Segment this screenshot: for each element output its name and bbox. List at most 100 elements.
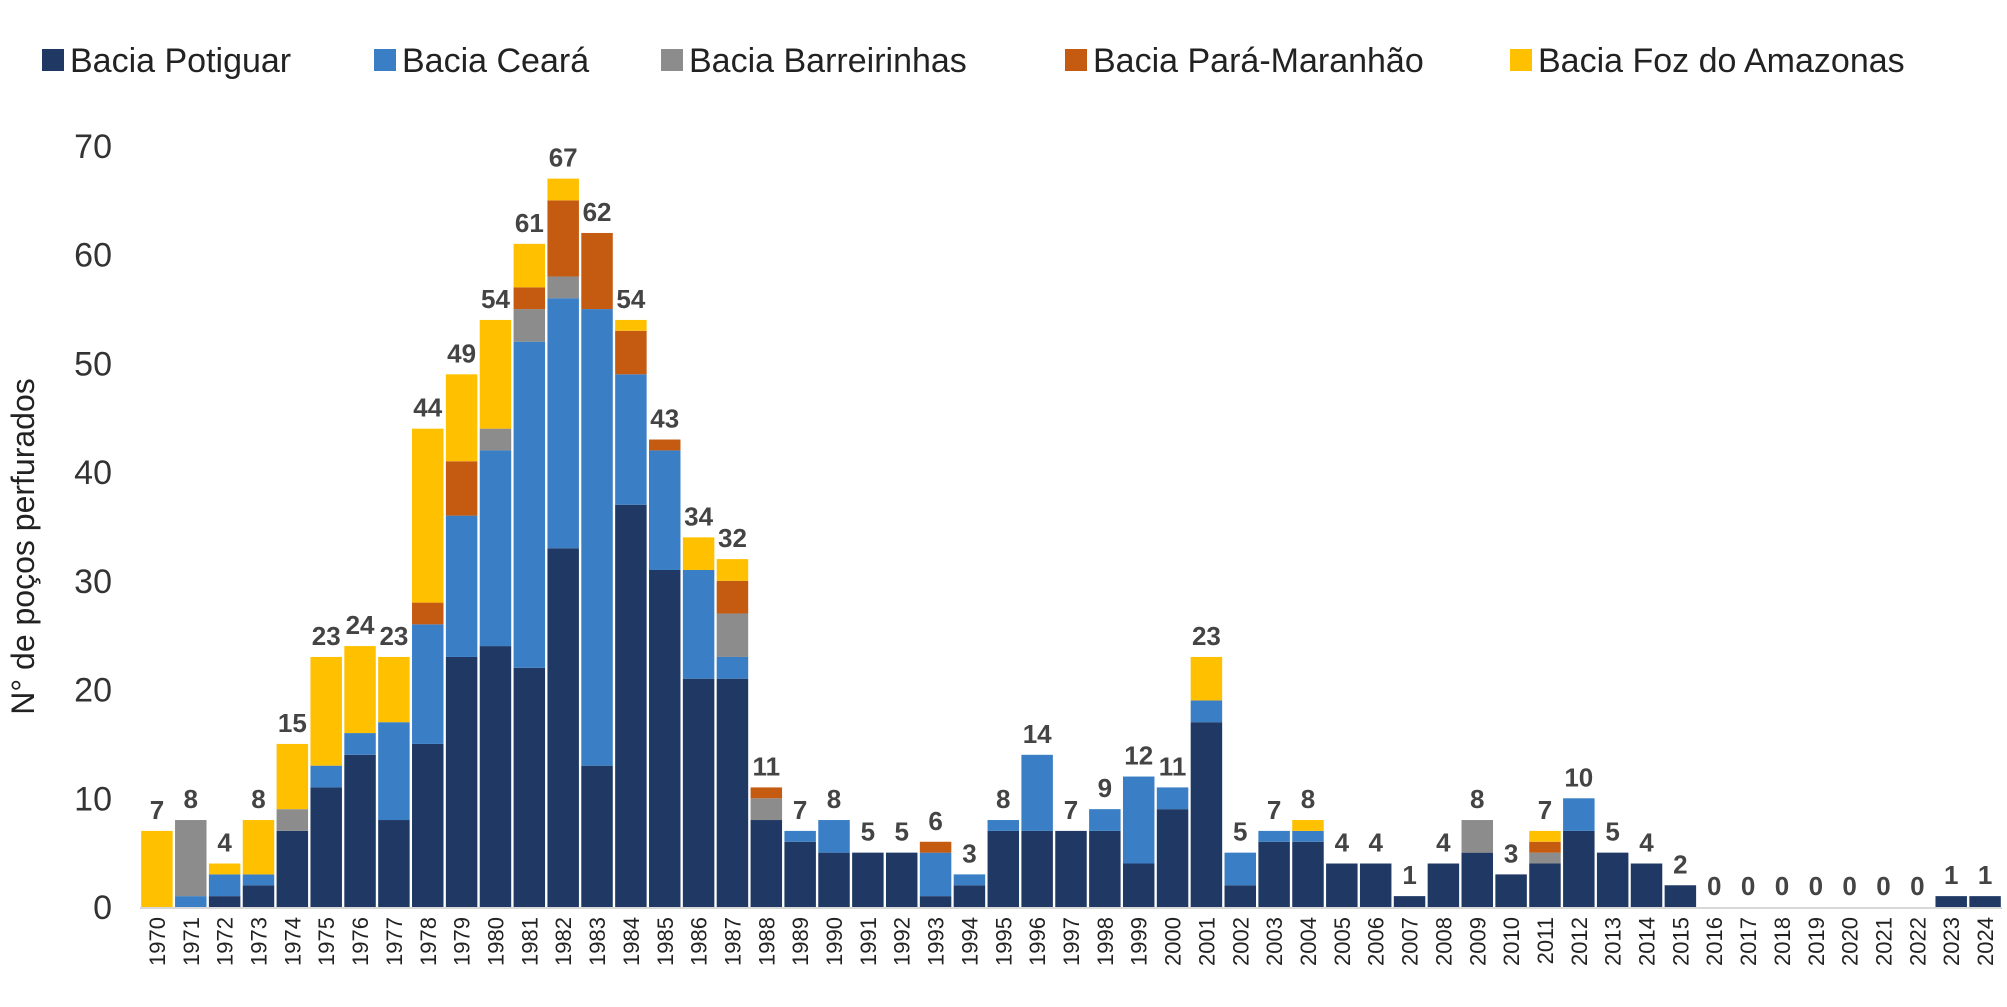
x-tick-label-2007: 2007	[1398, 917, 1423, 966]
total-label-2004: 8	[1301, 784, 1315, 814]
bar-segment-bacia-ceara-1985	[649, 450, 681, 570]
legend-label: Bacia Pará-Maranhão	[1093, 42, 1424, 80]
total-label-2011: 7	[1538, 795, 1552, 825]
bar-segment-bacia-ceara-2012	[1563, 798, 1595, 831]
bar-segment-bacia-para-maranhao-1981	[513, 287, 546, 310]
total-label-1986: 34	[684, 501, 713, 531]
bar-segment-bacia-potiguar-2001	[1190, 722, 1223, 907]
bar-segment-bacia-potiguar-1989	[784, 841, 816, 907]
bar-stack-2007	[1393, 896, 1426, 907]
bar-segment-bacia-potiguar-2002	[1224, 885, 1257, 907]
bar-segment-bacia-potiguar-2007	[1393, 896, 1426, 907]
x-axis-tick-labels: 1970 1971 1972 1973 1974 1975 1976 1977 1978 1979…	[145, 917, 1998, 966]
total-label-1971: 8	[184, 784, 198, 814]
total-label-2015: 2	[1673, 849, 1687, 879]
bar-segment-bacia-ceara-1986	[682, 569, 715, 679]
bar-segment-bacia-barreirinhas-1981	[513, 309, 546, 342]
total-label-1996: 14	[1023, 719, 1052, 749]
bar-segment-bacia-ceara-2003	[1258, 830, 1290, 842]
legend-label: Bacia Ceará	[402, 42, 589, 80]
total-label-1977: 23	[379, 621, 408, 651]
bar-segment-bacia-para-maranhao-1985	[649, 439, 681, 451]
bar-segment-bacia-foz-do-amazonas-1980	[479, 319, 512, 429]
x-tick-label-2002: 2002	[1228, 917, 1253, 966]
bar-stack-1992	[885, 852, 918, 907]
bar-segment-bacia-foz-do-amazonas-1987	[716, 559, 749, 581]
total-label-1978: 44	[413, 393, 442, 423]
bar-stack-2006	[1359, 863, 1392, 907]
bar-segment-bacia-foz-do-amazonas-1975	[310, 656, 342, 766]
bar-segment-bacia-potiguar-1985	[649, 569, 681, 907]
bar-segment-bacia-ceara-2001	[1190, 700, 1223, 723]
bar-segment-bacia-ceara-1990	[818, 820, 850, 853]
bar-stack-1994	[953, 874, 986, 907]
legend-item-bacia-potiguar: Bacia Potiguar	[42, 42, 291, 80]
bar-segment-bacia-para-maranhao-1993	[919, 841, 952, 853]
bar-segment-bacia-potiguar-1976	[344, 754, 376, 907]
bar-segment-bacia-para-maranhao-1979	[445, 461, 478, 516]
bar-segment-bacia-para-maranhao-1984	[615, 330, 647, 375]
x-tick-label-1990: 1990	[822, 917, 847, 966]
total-label-2005: 4	[1335, 828, 1350, 858]
bar-segment-bacia-ceara-1995	[987, 820, 1020, 831]
bar-segment-bacia-foz-do-amazonas-1984	[615, 319, 647, 331]
y-tick-label: 60	[74, 237, 112, 275]
legend-item-bacia-para-maranhao: Bacia Pará-Maranhão	[1065, 42, 1424, 80]
legend-item-bacia-barreirinhas: Bacia Barreirinhas	[661, 42, 967, 80]
bar-segment-bacia-ceara-1971	[175, 896, 207, 907]
x-tick-label-1984: 1984	[619, 917, 644, 966]
bar-stack-1978	[412, 428, 444, 907]
bar-segment-bacia-potiguar-1974	[276, 830, 309, 907]
bar-stack-1984	[615, 319, 647, 907]
bar-segment-bacia-potiguar-1981	[513, 667, 546, 907]
bar-stack-1970	[141, 830, 173, 907]
y-axis: 0 10 20 30 40 50 60 70	[74, 128, 112, 927]
total-label-2006: 4	[1368, 828, 1383, 858]
bar-stack-1983	[581, 232, 613, 907]
x-tick-label-1974: 1974	[280, 917, 305, 966]
total-label-2000: 11	[1159, 751, 1187, 781]
bars-group	[141, 178, 2001, 907]
bar-stack-1981	[513, 243, 546, 907]
bar-segment-bacia-ceara-1972	[208, 874, 241, 897]
bar-segment-bacia-potiguar-2009	[1461, 852, 1493, 907]
total-label-2009: 8	[1470, 784, 1484, 814]
x-tick-label-2015: 2015	[1668, 917, 1693, 966]
bar-segment-bacia-barreirinhas-1982	[547, 276, 579, 299]
bar-stack-1997	[1055, 830, 1087, 907]
bar-segment-bacia-para-maranhao-1983	[581, 232, 613, 310]
total-label-2003: 7	[1267, 795, 1281, 825]
x-tick-label-1988: 1988	[754, 917, 779, 966]
x-tick-label-2024: 2024	[1973, 917, 1998, 966]
total-label-1997: 7	[1064, 795, 1078, 825]
bar-stack-2024	[1969, 896, 2001, 907]
bar-stack-1990	[818, 820, 850, 907]
bar-segment-bacia-foz-do-amazonas-1970	[141, 830, 173, 907]
total-label-1998: 9	[1098, 773, 1112, 803]
bar-stack-1986	[682, 537, 715, 907]
bar-stack-1985	[649, 439, 681, 907]
x-tick-label-2014: 2014	[1635, 917, 1660, 966]
bar-segment-bacia-potiguar-1991	[852, 852, 884, 907]
total-label-1983: 62	[583, 197, 612, 227]
y-tick-label: 0	[93, 889, 112, 927]
bar-segment-bacia-barreirinhas-2009	[1461, 820, 1493, 853]
x-tick-label-2023: 2023	[1939, 917, 1964, 966]
total-label-1995: 8	[996, 784, 1010, 814]
total-label-2012: 10	[1564, 762, 1593, 792]
total-label-2023: 1	[1944, 860, 1958, 890]
bar-segment-bacia-potiguar-1993	[919, 896, 952, 907]
bar-segment-bacia-ceara-1975	[310, 765, 342, 788]
total-label-1988: 11	[753, 751, 781, 781]
bar-segment-bacia-potiguar-1977	[378, 820, 410, 907]
bar-segment-bacia-foz-do-amazonas-1979	[445, 374, 478, 462]
bar-segment-bacia-potiguar-2014	[1630, 863, 1663, 907]
bar-stack-1976	[344, 646, 376, 907]
bar-segment-bacia-potiguar-1992	[885, 852, 918, 907]
total-label-1980: 54	[481, 284, 510, 314]
x-tick-label-1992: 1992	[890, 917, 915, 966]
y-tick-label: 40	[74, 454, 112, 492]
bar-stack-2013	[1596, 852, 1629, 907]
bar-segment-bacia-potiguar-2004	[1292, 841, 1324, 907]
